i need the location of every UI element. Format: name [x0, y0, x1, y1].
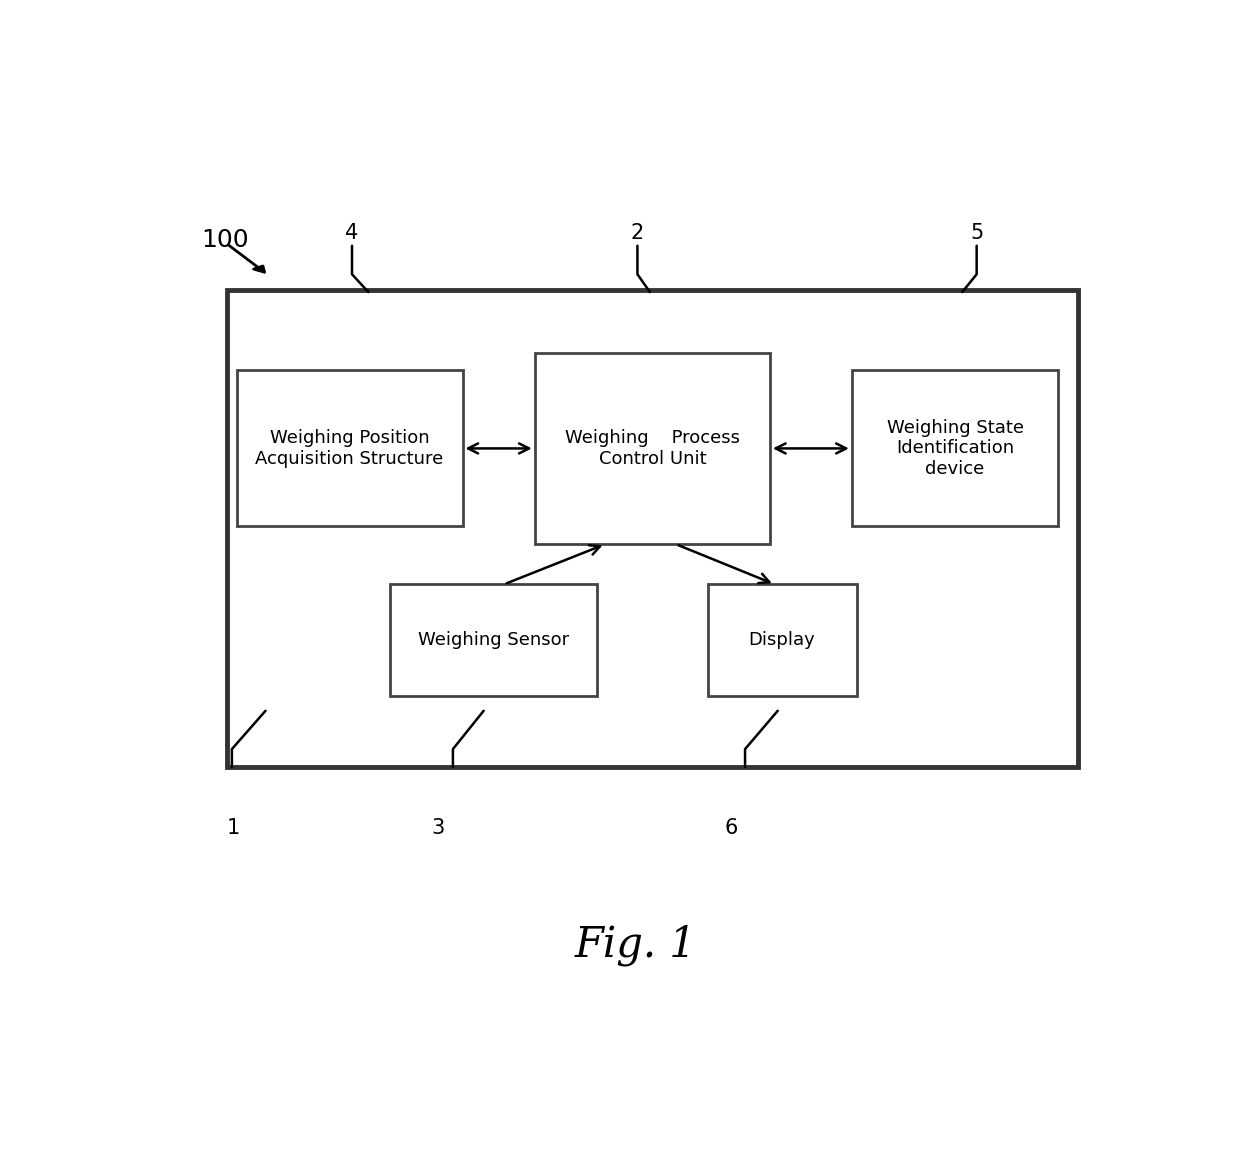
- Text: 6: 6: [725, 818, 738, 838]
- Text: 100: 100: [201, 228, 249, 252]
- Text: 5: 5: [970, 223, 983, 243]
- Bar: [227, 290, 1078, 767]
- Text: 4: 4: [346, 223, 358, 243]
- Bar: [237, 370, 463, 526]
- Text: 2: 2: [631, 223, 644, 243]
- Text: Fig. 1: Fig. 1: [574, 924, 697, 966]
- Text: Weighing State
Identification
device: Weighing State Identification device: [887, 419, 1023, 478]
- Bar: [391, 584, 596, 695]
- Bar: [708, 584, 857, 695]
- Text: 3: 3: [432, 818, 445, 838]
- Text: Weighing Position
Acquisition Structure: Weighing Position Acquisition Structure: [255, 429, 444, 467]
- Text: Display: Display: [749, 631, 816, 649]
- Text: Weighing    Process
Control Unit: Weighing Process Control Unit: [564, 429, 740, 467]
- Bar: [852, 370, 1058, 526]
- Text: 1: 1: [227, 818, 241, 838]
- Text: Weighing Sensor: Weighing Sensor: [418, 631, 569, 649]
- Bar: [534, 353, 770, 544]
